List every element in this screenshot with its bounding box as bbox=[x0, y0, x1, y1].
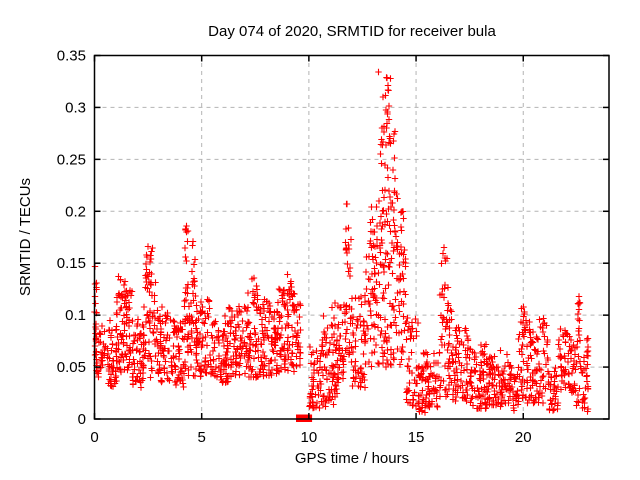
x-tick-labels: 0 5 10 15 20 bbox=[90, 429, 531, 446]
data-points bbox=[91, 68, 592, 416]
x-tick-label: 20 bbox=[515, 429, 532, 446]
y-tick-label: 0.35 bbox=[57, 48, 86, 65]
x-tick-label: 15 bbox=[408, 429, 425, 446]
y-tick-label: 0.2 bbox=[65, 203, 86, 220]
y-tick-label: 0 bbox=[78, 411, 86, 428]
x-tick-label: 5 bbox=[198, 429, 206, 446]
chart-title: Day 074 of 2020, SRMTID for receiver bul… bbox=[208, 23, 496, 40]
axis-ticks bbox=[93, 54, 609, 420]
y-tick-labels: 0 0.05 0.1 0.15 0.2 0.25 0.3 0.35 bbox=[57, 48, 86, 429]
y-tick-label: 0.15 bbox=[57, 255, 86, 272]
y-tick-label: 0.3 bbox=[65, 99, 86, 116]
y-tick-label: 0.1 bbox=[65, 307, 86, 324]
y-axis-title: SRMTID / TECUs bbox=[17, 178, 34, 296]
y-tick-label: 0.05 bbox=[57, 359, 86, 376]
plot-border bbox=[93, 54, 610, 420]
x-tick-label: 10 bbox=[301, 429, 318, 446]
y-tick-label: 0.25 bbox=[57, 151, 86, 168]
x-tick-label: 0 bbox=[90, 429, 98, 446]
x-axis-title: GPS time / hours bbox=[295, 450, 409, 467]
